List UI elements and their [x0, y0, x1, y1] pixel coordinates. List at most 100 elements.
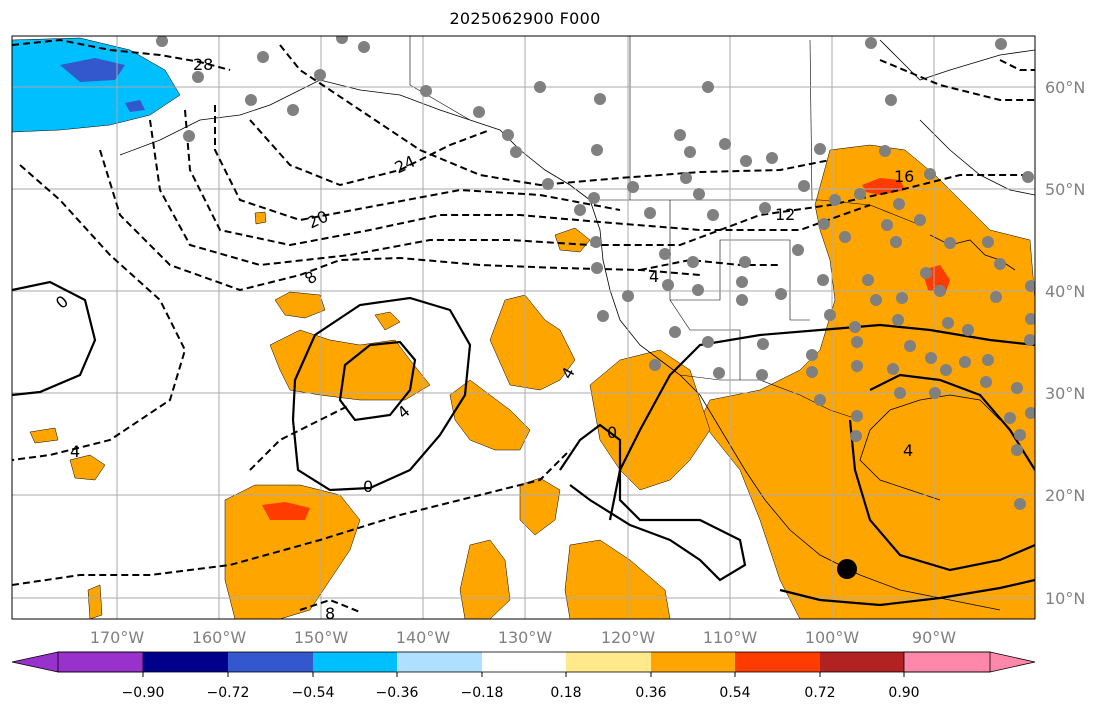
shade-small-gulf [254, 211, 267, 225]
lon-label: 130°W [498, 628, 553, 647]
contour-24 [279, 44, 831, 187]
contour-4-south [869, 373, 1035, 471]
contour-label: 0 [363, 477, 373, 496]
positive-shading-regions [29, 144, 1035, 619]
station-dots [156, 36, 1035, 510]
contour-4b [12, 449, 571, 586]
contour-label: 12 [775, 205, 795, 224]
shade-small-south [87, 584, 103, 619]
negative-shading-regions [12, 37, 181, 133]
contour-20 [214, 105, 621, 222]
contour-0-inner [338, 340, 417, 422]
contour-0-central [291, 296, 472, 492]
longitude-labels: 170°W 160°W 150°W 140°W 130°W 120°W 110°… [90, 628, 956, 647]
contour-12b [879, 59, 1035, 101]
contour-16b [999, 59, 1035, 71]
us-mexico-border [679, 374, 861, 421]
lon-label: 90°W [912, 628, 956, 647]
shade-south-mid [519, 477, 561, 536]
lon-label: 160°W [192, 628, 247, 647]
lat-label: 20°N [1045, 486, 1085, 505]
colorbar-swatch [143, 652, 228, 672]
contour-0-south [559, 423, 747, 582]
colorbar-tick-label: 0.36 [635, 685, 666, 701]
colorbar-tick-label: 0.54 [719, 685, 750, 701]
solid-contours [12, 280, 1035, 607]
map-title: 2025062900 F000 [449, 9, 601, 28]
gulf-coast [859, 394, 1001, 501]
colorbar-swatch [397, 652, 482, 672]
contour-4c [639, 258, 780, 271]
us-canada-border [600, 199, 921, 226]
contour-0-west [12, 280, 97, 397]
shade-east-pacific [564, 539, 671, 619]
lat-label: 50°N [1045, 180, 1085, 199]
contour-28 [12, 38, 231, 71]
contour-0-east [608, 323, 1035, 521]
gridlines [12, 36, 1035, 619]
lat-label: 60°N [1045, 78, 1085, 97]
contour-0-south2 [779, 578, 1035, 607]
contour-label: 28 [193, 55, 213, 74]
colorbar-tick-label: −0.54 [292, 685, 335, 701]
lat-label: 40°N [1045, 282, 1085, 301]
contour-label: 16 [894, 167, 914, 186]
shade-south-pacific [459, 539, 511, 619]
canada-north-coast [879, 39, 1035, 81]
colorbar-tick-label: −0.90 [122, 685, 165, 701]
political-borders [409, 36, 921, 421]
shade-high-west [274, 291, 326, 319]
colorbar-swatch [11, 651, 144, 673]
alaska-canada-border [409, 36, 471, 121]
contour-12 [149, 119, 1030, 267]
lat-label: 10°N [1045, 589, 1085, 608]
lon-label: 100°W [805, 628, 860, 647]
colorbar: −0.90 −0.72 −0.54 −0.36 −0.18 0.18 0.36 … [11, 651, 1036, 701]
strong-hawaii [262, 502, 310, 520]
strong-negative-small [125, 100, 145, 112]
coastlines [119, 39, 1035, 611]
colorbar-swatch [566, 652, 651, 672]
colorbar-swatch [651, 652, 735, 672]
colorbar-tick-label: 0.90 [888, 685, 919, 701]
contour-label: 4 [903, 441, 913, 460]
colorbar-tick-label: 0.72 [804, 685, 835, 701]
latitude-labels: 60°N 50°N 40°N 30°N 20°N 10°N [1045, 78, 1085, 608]
lat-label: 30°N [1045, 384, 1085, 403]
contour-16 [184, 109, 871, 247]
contour-24b [249, 119, 491, 187]
colorbar-swatch [313, 652, 397, 672]
lon-label: 170°W [90, 628, 145, 647]
colorbar-swatch [228, 652, 313, 672]
contour-label: 4 [649, 267, 659, 286]
baja-coast [679, 374, 1001, 611]
colorbar-tick-label: −0.18 [461, 685, 504, 701]
lon-label: 110°W [703, 628, 758, 647]
contour-8 [99, 149, 701, 292]
colorbar-tick-label: −0.72 [207, 685, 250, 701]
shade-small-hawaii [69, 454, 106, 481]
shade-hawaii-south [224, 484, 361, 619]
shade-small-north [374, 311, 401, 331]
state-grid-b [669, 299, 741, 380]
contour-label: 0 [607, 423, 617, 442]
black-marker [837, 559, 857, 579]
alaska-coast [119, 79, 591, 201]
contour-label: 4 [70, 442, 80, 461]
lon-label: 120°W [601, 628, 656, 647]
colorbar-swatch [735, 652, 820, 672]
colorbar-tick-label: 0.18 [550, 685, 581, 701]
map-frame [11, 35, 1036, 620]
lon-label: 140°W [396, 628, 451, 647]
colorbar-swatch [903, 651, 1036, 673]
colorbar-swatch [482, 652, 566, 672]
shade-west-coast [554, 227, 591, 253]
pacific-coast-na [589, 199, 681, 376]
colorbar-tick-label: −0.36 [376, 685, 419, 701]
colorbar-swatch [820, 652, 904, 672]
contour-0-gulf [848, 419, 1035, 572]
strong-negative-siberia [60, 58, 125, 82]
contour-4 [12, 164, 187, 461]
shade-small-west [29, 427, 59, 444]
